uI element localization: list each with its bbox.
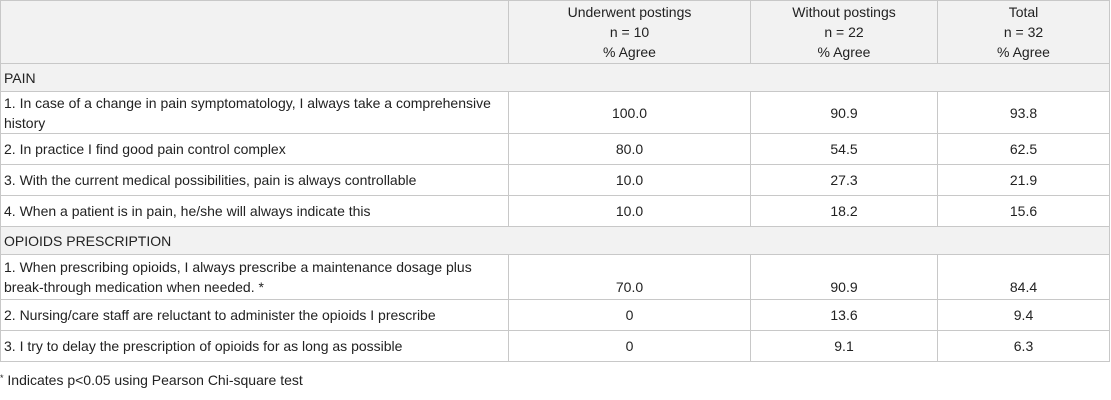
value-cell-total: 21.9 [937, 164, 1110, 196]
value-cell-underwent: 0 [508, 330, 751, 362]
value-cell-underwent: 70.0 [508, 254, 751, 300]
value-cell-underwent: 10.0 [508, 195, 751, 227]
table-row: 3. I try to delay the prescription of op… [0, 330, 1110, 362]
footnote-text: Indicates p<0.05 using Pearson Chi-squar… [7, 372, 303, 388]
statement-cell: 1. In case of a change in pain symptomat… [0, 91, 509, 134]
statement-cell: 4. When a patient is in pain, he/she wil… [0, 195, 509, 227]
column-header-n: n = 32 [1003, 24, 1044, 40]
statement-cell: 2. Nursing/care staff are reluctant to a… [0, 299, 509, 331]
value-cell-total: 15.6 [937, 195, 1110, 227]
value-cell-without: 9.1 [750, 330, 938, 362]
table-row: 3. With the current medical possibilitie… [0, 164, 1110, 196]
value-cell-without: 54.5 [750, 133, 938, 165]
value-cell-underwent: 80.0 [508, 133, 751, 165]
value-cell-without: 90.9 [750, 254, 938, 300]
column-header-n: n = 10 [609, 24, 650, 40]
value-cell-underwent: 100.0 [508, 91, 751, 134]
value-cell-without: 13.6 [750, 299, 938, 331]
section-title-pain: PAIN [0, 63, 1110, 92]
value-cell-underwent: 10.0 [508, 164, 751, 196]
table-row: 1. When prescribing opioids, I always pr… [0, 254, 1110, 300]
section-header-row: PAIN [0, 63, 1110, 92]
value-cell-total: 84.4 [937, 254, 1110, 300]
column-header-title: Underwent postings [567, 4, 692, 20]
table-row: 2. In practice I find good pain control … [0, 133, 1110, 165]
column-header-title: Without postings [792, 4, 896, 20]
header-blank-cell [0, 0, 509, 64]
section-header-row: OPIOIDS PRESCRIPTION [0, 226, 1110, 255]
value-cell-total: 6.3 [937, 330, 1110, 362]
column-header-total: Total n = 32 % Agree [937, 0, 1110, 64]
value-cell-underwent: 0 [508, 299, 751, 331]
table-footnote: * Indicates p<0.05 using Pearson Chi-squ… [0, 371, 303, 389]
footnote-marker: * [0, 373, 4, 383]
column-header-title: Total [1008, 4, 1039, 20]
table-row: 1. In case of a change in pain symptomat… [0, 91, 1110, 134]
survey-results-table: Underwent postings n = 10 % Agree Withou… [0, 0, 1110, 362]
statement-cell: 3. I try to delay the prescription of op… [0, 330, 509, 362]
value-cell-without: 90.9 [750, 91, 938, 134]
statement-cell: 3. With the current medical possibilitie… [0, 164, 509, 196]
column-header-n: n = 22 [824, 24, 864, 40]
value-cell-total: 62.5 [937, 133, 1110, 165]
value-cell-without: 18.2 [750, 195, 938, 227]
column-header-underwent-postings: Underwent postings n = 10 % Agree [508, 0, 751, 64]
column-header-unit: % Agree [603, 44, 656, 60]
value-cell-total: 93.8 [937, 91, 1110, 134]
column-header-without-postings: Without postings n = 22 % Agree [750, 0, 938, 64]
statement-cell: 2. In practice I find good pain control … [0, 133, 509, 165]
column-header-unit: % Agree [817, 44, 871, 60]
table-row: 4. When a patient is in pain, he/she wil… [0, 195, 1110, 227]
section-title-opioids-prescription: OPIOIDS PRESCRIPTION [0, 226, 1110, 255]
value-cell-without: 27.3 [750, 164, 938, 196]
table-row: 2. Nursing/care staff are reluctant to a… [0, 299, 1110, 331]
statement-cell: 1. When prescribing opioids, I always pr… [0, 254, 509, 300]
table-header-row: Underwent postings n = 10 % Agree Withou… [0, 0, 1110, 64]
column-header-unit: % Agree [997, 44, 1050, 60]
value-cell-total: 9.4 [937, 299, 1110, 331]
